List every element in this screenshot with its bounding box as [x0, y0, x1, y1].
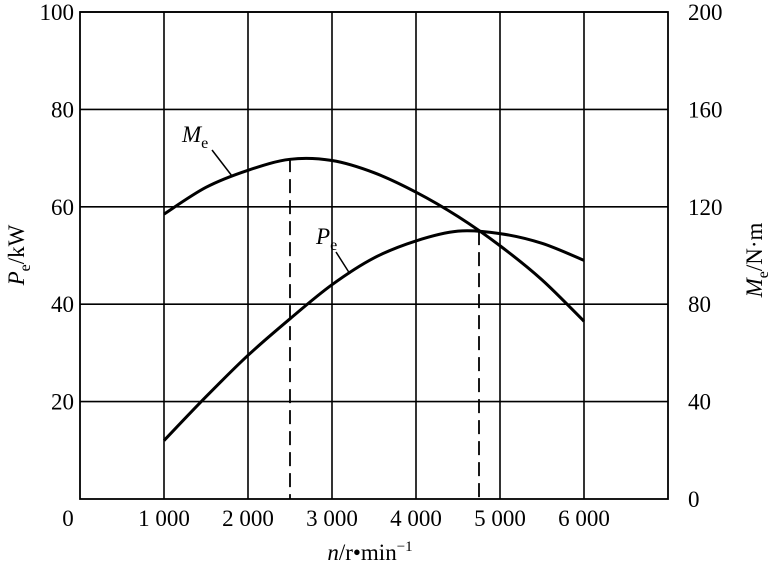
series-label: Me	[181, 122, 208, 152]
y-tick-label: 60	[51, 195, 74, 220]
x-tick-label: 0	[62, 506, 74, 531]
y-tick-label: 40	[51, 292, 74, 317]
leader-line	[335, 251, 351, 275]
y2-tick-label: 160	[688, 97, 723, 122]
x-tick-label: 1 000	[138, 506, 190, 531]
x-tick-label: 5 000	[474, 506, 526, 531]
y2-tick-label: 120	[688, 195, 723, 220]
y2-tick-label: 40	[688, 390, 711, 415]
x-axis-label: n/r•min−1	[327, 539, 412, 565]
series-label: Pe	[315, 224, 337, 254]
y2-tick-label: 0	[688, 487, 700, 512]
x-tick-label: 6 000	[558, 506, 610, 531]
line-series	[163, 156, 586, 323]
y-tick-label: 100	[40, 0, 75, 25]
y-tick-label: 80	[51, 97, 74, 122]
x-tick-label: 2 000	[222, 506, 274, 531]
x-tick-label: 3 000	[306, 506, 358, 531]
y2-axis-label: Me/N·m	[742, 222, 772, 298]
x-tick-label: 4 000	[390, 506, 442, 531]
y2-tick-label: 80	[688, 292, 711, 317]
leader-line	[211, 149, 233, 177]
y2-tick-label: 200	[688, 0, 723, 25]
y-tick-label: 20	[51, 390, 74, 415]
y-axis-label: Pe/kW	[4, 224, 34, 286]
line-series	[162, 229, 585, 442]
plot-frame	[79, 11, 669, 500]
